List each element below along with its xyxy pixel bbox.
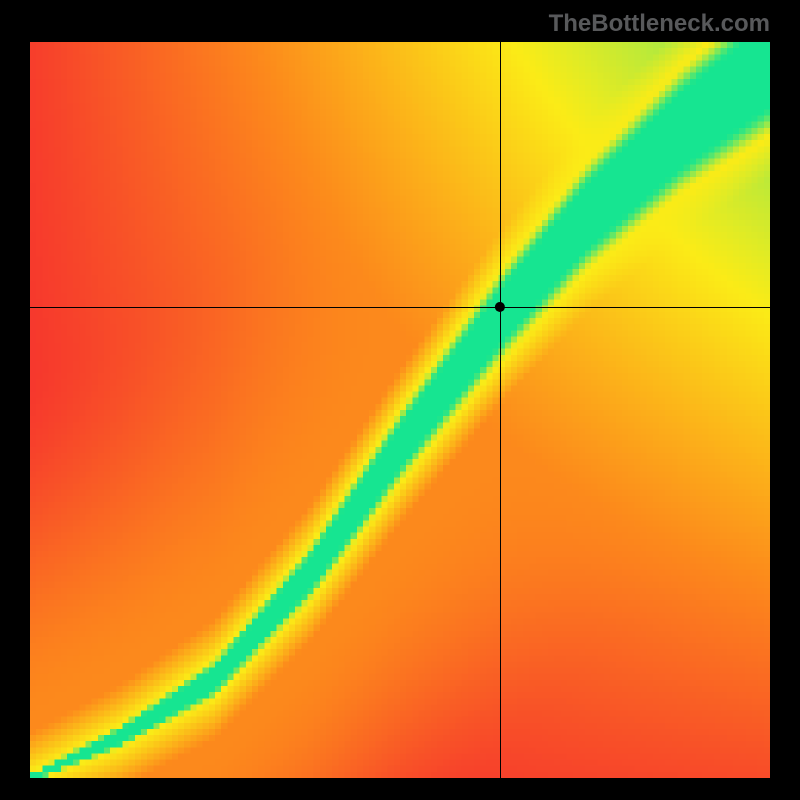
watermark-text: TheBottleneck.com bbox=[549, 10, 770, 38]
